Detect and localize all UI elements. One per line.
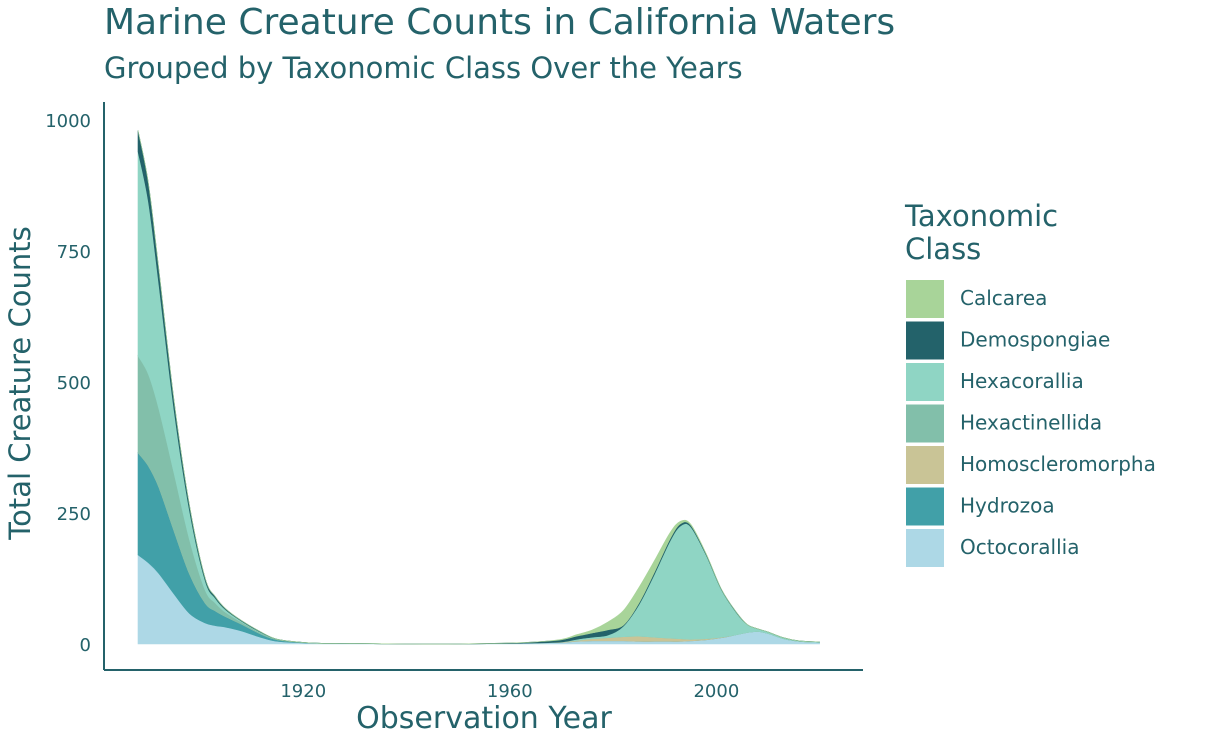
- y-tick-label: 500: [57, 373, 91, 394]
- chart-title: Marine Creature Counts in California Wat…: [104, 2, 895, 43]
- legend-swatch-octocorallia: [906, 529, 944, 567]
- area-demospongiae: [137, 130, 820, 645]
- legend-title: Class: [905, 232, 981, 266]
- x-axis-label: Observation Year: [356, 701, 612, 736]
- legend-title: Taxonomic: [904, 199, 1058, 233]
- y-tick-label: 250: [57, 504, 91, 525]
- area-layer: [137, 130, 820, 645]
- legend-swatch-hexactinellida: [906, 404, 944, 443]
- legend-label-hexacorallia: Hexacorallia: [960, 369, 1084, 393]
- legend-swatch-homoscleromorpha: [906, 446, 944, 484]
- legend-label-hexactinellida: Hexactinellida: [960, 411, 1102, 435]
- legend: Taxonomic Class Calcarea Demospongiae Hexac…: [904, 199, 1156, 567]
- legend-swatch-calcarea: [906, 280, 944, 318]
- y-tick-label: 0: [80, 635, 91, 656]
- chart-subtitle: Grouped by Taxonomic Class Over the Year…: [104, 51, 743, 85]
- legend-swatch-hydrozoa: [906, 487, 944, 526]
- y-tick-label: 1000: [45, 111, 91, 132]
- legend-label-demospongiae: Demospongiae: [960, 328, 1110, 352]
- x-tick-label: 1920: [280, 681, 326, 702]
- legend-swatch-hexacorallia: [906, 363, 944, 401]
- y-tick-label: 750: [57, 242, 91, 263]
- legend-label-octocorallia: Octocorallia: [960, 535, 1079, 559]
- axes: 0 250 500 750 1000 1920 1960 2000: [45, 102, 863, 702]
- x-tick-label: 1960: [487, 681, 533, 702]
- legend-label-hydrozoa: Hydrozoa: [960, 494, 1055, 518]
- legend-label-calcarea: Calcarea: [960, 286, 1047, 310]
- legend-label-homoscleromorpha: Homoscleromorpha: [960, 452, 1156, 476]
- area-hexacorallia: [137, 151, 820, 645]
- y-axis-label: Total Creature Counts: [3, 226, 37, 540]
- x-tick-label: 2000: [693, 681, 739, 702]
- area-calcarea: [137, 130, 820, 645]
- legend-swatch-demospongiae: [906, 321, 944, 360]
